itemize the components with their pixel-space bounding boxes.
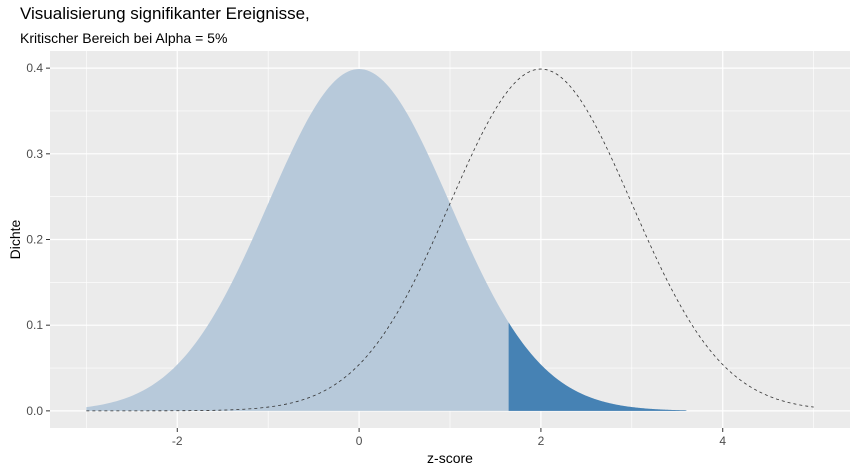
chart-title: Visualisierung signifikanter Ereignisse, [20,4,310,23]
x-axis-title: z-score [427,450,473,466]
density-areas [86,69,687,411]
y-tick-label: 0.1 [26,318,43,332]
density-lines [86,68,814,412]
x-tick-label: -2 [172,434,183,448]
x-tick-label: 0 [356,434,363,448]
h0-density-area [86,69,687,411]
y-axis-title: Dichte [7,219,23,259]
x-tick-label: 4 [719,434,726,448]
x-tick-label: 2 [538,434,545,448]
x-axis: -2 0 2 4 [172,428,726,448]
y-tick-label: 0.0 [26,404,43,418]
chart-subtitle: Kritischer Bereich bei Alpha = 5% [20,30,228,46]
y-axis: 0.0 0.1 0.2 0.3 0.4 [26,61,50,418]
y-tick-label: 0.4 [26,61,43,75]
y-tick-label: 0.3 [26,147,43,161]
h1-density-line [86,68,814,412]
critical-region-area [508,322,687,411]
y-tick-label: 0.2 [26,233,43,247]
